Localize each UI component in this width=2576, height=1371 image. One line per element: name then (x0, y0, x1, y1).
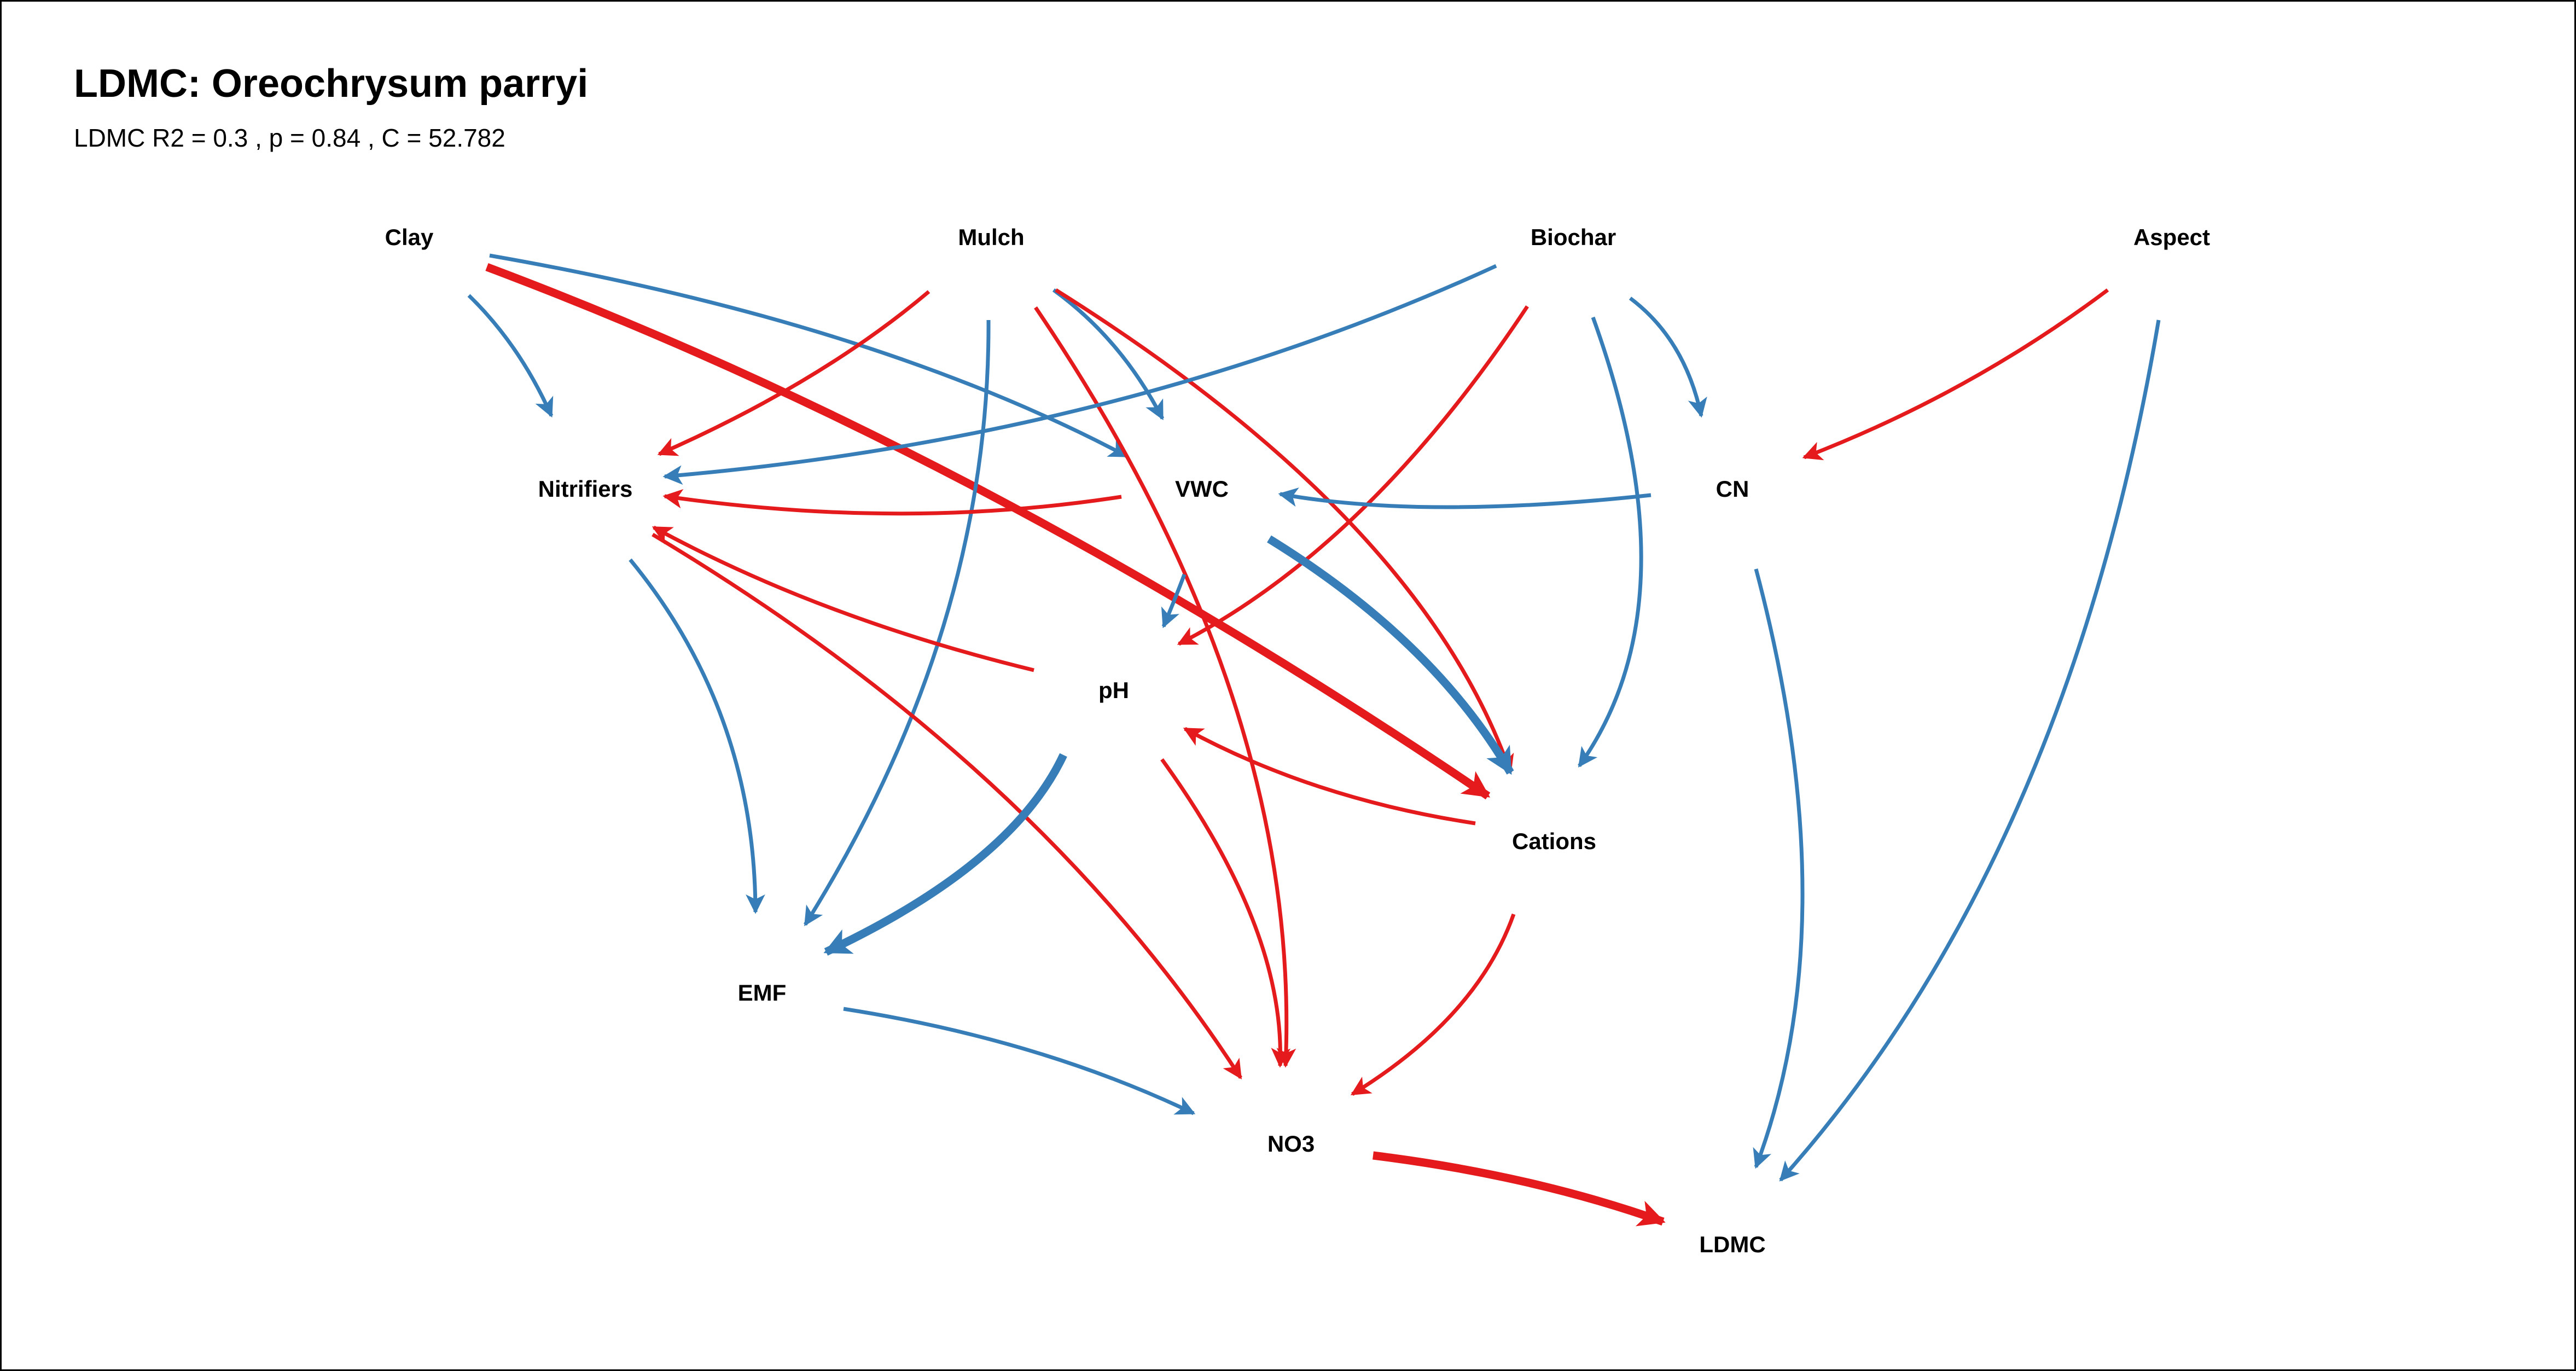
node-cn: CN (1716, 476, 1749, 502)
edge-vwc-to-nitrifiers (662, 489, 1122, 516)
diagram-subtitle: LDMC R2 = 0.3 , p = 0.84 , C = 52.782 (74, 124, 505, 152)
edge-aspect-to-ldmc (1779, 319, 2161, 1182)
edge-mulch-to-vwc (1052, 288, 1165, 421)
edge-mulch-to-nitrifiers (657, 290, 931, 456)
nodes-layer: Clay Mulch Biochar Aspect Nitrifiers VWC CN pH C… (385, 224, 2210, 1257)
node-aspect: Aspect (2133, 224, 2210, 250)
edges-layer (467, 253, 2161, 1227)
node-ph: pH (1098, 677, 1129, 703)
node-biochar: Biochar (1531, 224, 1616, 250)
diagram-title: LDMC: Oreochrysum parryi (74, 62, 588, 106)
edge-nitrifiers-to-emf (629, 558, 765, 914)
node-nitrifiers: Nitrifiers (538, 476, 633, 502)
edge-cations-to-no3 (1350, 913, 1516, 1096)
edge-vwc-to-ph (1161, 573, 1187, 629)
edge-vwc-to-cations (1267, 535, 1514, 775)
node-clay: Clay (385, 224, 434, 250)
edge-biochar-to-ph (1177, 305, 1529, 646)
node-ldmc: LDMC (1699, 1231, 1765, 1257)
edge-nitrifiers-to-no3 (652, 532, 1242, 1079)
edge-ph-to-emf (823, 753, 1067, 956)
edge-mulch-to-no3 (1034, 306, 1296, 1068)
edge-cn-to-vwc (1278, 487, 1652, 509)
edge-cations-to-ph (1183, 727, 1476, 826)
node-emf: EMF (738, 980, 787, 1006)
edge-clay-to-nitrifiers (467, 294, 554, 418)
edge-mulch-to-emf (804, 319, 991, 927)
edge-biochar-to-cn (1629, 297, 1707, 418)
node-mulch: Mulch (958, 224, 1024, 250)
edge-ph-to-no3 (1160, 758, 1291, 1068)
node-no3: NO3 (1267, 1131, 1315, 1157)
edge-emf-to-no3 (843, 1007, 1196, 1116)
node-vwc: VWC (1175, 476, 1229, 502)
edge-cn-to-ldmc (1753, 568, 1805, 1169)
edge-mulch-to-cations (1055, 288, 1514, 775)
edge-ph-to-nitrifiers (652, 525, 1034, 672)
edge-biochar-to-nitrifiers (662, 264, 1497, 485)
edge-no3-to-ldmc (1373, 1151, 1666, 1227)
edge-clay-to-cations (485, 263, 1491, 800)
node-cations: Cations (1512, 828, 1596, 854)
edge-aspect-to-cn (1802, 288, 2109, 461)
edge-biochar-to-cations (1578, 316, 1643, 768)
